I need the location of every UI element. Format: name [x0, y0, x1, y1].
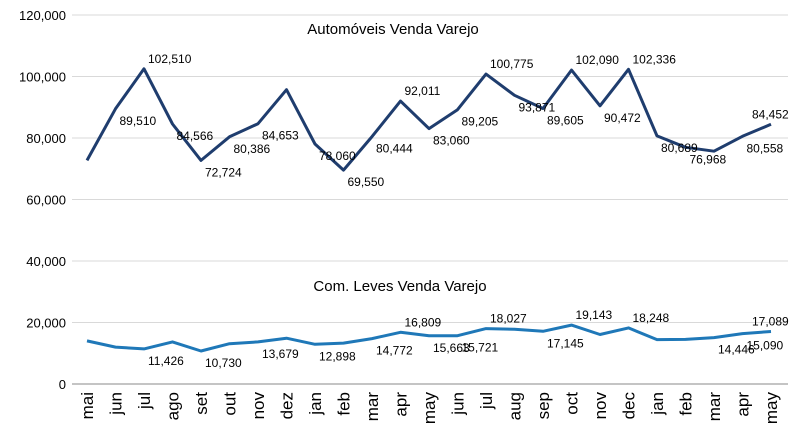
x-tick-label: set — [192, 392, 211, 415]
data-label: 84,653 — [262, 129, 299, 143]
x-tick-label: mar — [363, 392, 382, 422]
grid-lines — [72, 14, 788, 385]
data-label: 90,472 — [604, 111, 641, 125]
x-tick-label: jan — [306, 392, 325, 416]
x-tick-label: sep — [534, 392, 553, 419]
x-tick-label: apr — [734, 392, 753, 417]
y-tick-label: 40,000 — [26, 254, 66, 269]
x-tick-label: jun — [449, 392, 468, 416]
data-label: 12,898 — [319, 349, 356, 363]
y-tick-label: 60,000 — [26, 193, 66, 208]
data-label: 100,775 — [490, 57, 534, 71]
series-line-automoveis — [85, 67, 772, 172]
x-tick-label: feb — [677, 392, 696, 416]
y-axis-ticks: 0 20,000 40,000 60,000 80,000 100,000 120,000 — [19, 8, 66, 392]
series-line-com-leves — [86, 323, 772, 353]
x-tick-label: jan — [648, 392, 667, 416]
series-title-automoveis: Automóveis Venda Varejo — [307, 21, 479, 38]
data-label: 78,060 — [319, 149, 356, 163]
data-label: 19,143 — [576, 308, 613, 322]
x-tick-label: out — [221, 392, 240, 416]
data-label: 10,730 — [205, 356, 242, 370]
data-label: 80,444 — [376, 142, 413, 156]
data-label: 69,550 — [348, 175, 385, 189]
x-tick-label: dec — [620, 392, 639, 420]
data-label: 17,145 — [547, 336, 584, 350]
data-label: 102,090 — [576, 53, 620, 67]
y-tick-label: 100,000 — [19, 70, 66, 85]
data-label: 89,510 — [120, 114, 157, 128]
data-label: 13,679 — [262, 347, 299, 361]
series-lines — [85, 67, 772, 353]
y-tick-label: 0 — [59, 377, 66, 392]
data-label: 102,336 — [633, 52, 677, 66]
x-tick-label: mai — [78, 392, 97, 419]
x-tick-label: mar — [705, 392, 724, 422]
x-tick-label: aug — [506, 392, 525, 420]
data-label: 15,090 — [747, 339, 784, 353]
data-label: 93,871 — [519, 100, 556, 114]
y-tick-label: 20,000 — [26, 316, 66, 331]
x-tick-label: feb — [335, 392, 354, 416]
data-label: 14,446 — [718, 343, 755, 357]
data-label: 76,968 — [690, 152, 727, 166]
series-title-com-leves: Com. Leves Venda Varejo — [313, 278, 486, 295]
data-label: 17,089 — [752, 314, 789, 328]
data-label: 18,248 — [633, 311, 670, 325]
y-tick-label: 80,000 — [26, 131, 66, 146]
x-tick-label: apr — [392, 392, 411, 417]
data-label: 84,566 — [177, 129, 214, 143]
x-tick-label: may — [762, 392, 781, 425]
x-tick-label: jul — [135, 392, 154, 410]
x-tick-label: ago — [164, 392, 183, 420]
data-label: 14,772 — [376, 344, 413, 358]
data-label: 84,452 — [752, 107, 789, 121]
data-label: 89,205 — [462, 115, 499, 129]
data-label: 83,060 — [433, 134, 470, 148]
x-tick-label: nov — [591, 392, 610, 420]
x-tick-label: may — [420, 392, 439, 425]
data-label: 92,011 — [405, 84, 441, 98]
x-tick-label: oct — [563, 392, 582, 415]
data-label: 80,689 — [661, 141, 698, 155]
data-label: 15,721 — [462, 341, 499, 355]
data-label: 18,027 — [490, 312, 527, 326]
data-label: 16,809 — [405, 315, 442, 329]
data-label: 89,605 — [547, 113, 584, 127]
data-label: 15,663 — [433, 341, 470, 355]
data-label: 80,386 — [234, 142, 271, 156]
y-tick-label: 120,000 — [19, 8, 66, 23]
x-tick-label: nov — [249, 392, 268, 420]
x-axis-ticks: mai jun jul ago set out nov dez jan feb mar apr may j… — [78, 392, 781, 425]
x-tick-label: dez — [278, 392, 297, 419]
data-label: 72,724 — [205, 165, 242, 179]
data-label: 11,426 — [148, 354, 184, 368]
data-label: 80,558 — [747, 141, 784, 155]
x-tick-label: jun — [107, 392, 126, 416]
x-tick-label: jul — [477, 392, 496, 410]
data-label: 102,510 — [148, 52, 192, 66]
